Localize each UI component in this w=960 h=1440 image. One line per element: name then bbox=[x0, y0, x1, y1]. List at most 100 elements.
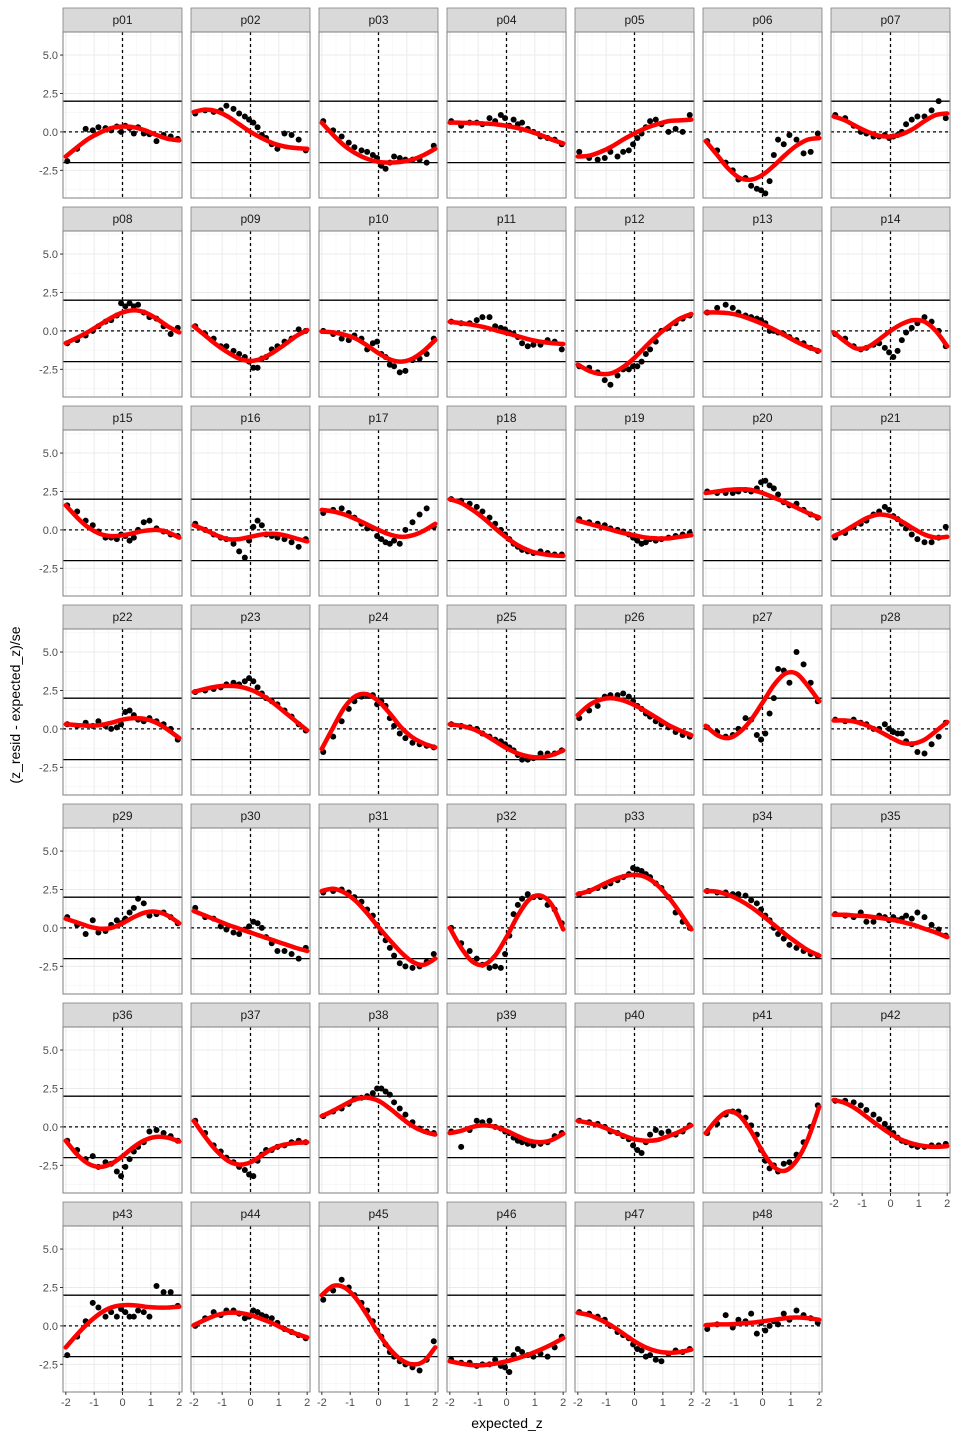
data-point bbox=[126, 707, 133, 714]
data-point bbox=[250, 678, 257, 685]
y-tick-label: 2.5 bbox=[43, 287, 58, 299]
panel-border bbox=[830, 429, 951, 597]
facet-panel-p45: p45 -2 -1 0 1 2 bbox=[317, 1201, 439, 1409]
x-axis-title: expected_z bbox=[471, 1415, 543, 1431]
data-point bbox=[241, 1166, 248, 1173]
data-point bbox=[486, 964, 493, 971]
data-point bbox=[64, 1352, 71, 1359]
facet-strip-label: p13 bbox=[752, 212, 772, 226]
y-tick-label: -2.5 bbox=[39, 1160, 58, 1172]
data-point bbox=[881, 503, 888, 510]
facet-strip bbox=[62, 7, 183, 33]
data-point bbox=[914, 536, 921, 543]
panel-plot-area bbox=[63, 32, 182, 198]
facet-strip bbox=[702, 405, 823, 431]
data-point bbox=[223, 926, 230, 933]
x-tick-label: -2 bbox=[445, 1397, 455, 1409]
panel-plot-area bbox=[831, 629, 950, 795]
y-tick-label: 0.0 bbox=[43, 525, 58, 537]
data-point bbox=[881, 344, 888, 351]
smooth-curve bbox=[831, 512, 950, 540]
data-point bbox=[230, 540, 237, 547]
facet-panel-p18: p18 bbox=[446, 405, 567, 597]
data-point bbox=[658, 1358, 665, 1365]
data-point bbox=[652, 1126, 659, 1133]
panel-plot-area bbox=[447, 231, 566, 397]
facet-strip bbox=[830, 604, 951, 630]
x-tick-label: 2 bbox=[176, 1397, 182, 1409]
x-tick-label: -1 bbox=[345, 1397, 355, 1409]
facet-strip bbox=[574, 1201, 695, 1227]
smooth-curve bbox=[703, 135, 822, 183]
data-point bbox=[458, 1143, 465, 1150]
x-tick-label: 2 bbox=[560, 1397, 566, 1409]
data-point bbox=[630, 1142, 637, 1149]
data-point bbox=[722, 1312, 729, 1319]
x-tick-label: -2 bbox=[317, 1397, 327, 1409]
data-point bbox=[386, 944, 393, 951]
data-point bbox=[722, 301, 729, 308]
data-point bbox=[473, 317, 480, 324]
data-point bbox=[753, 1330, 760, 1337]
smooth-curve bbox=[63, 909, 182, 932]
facet-strip-label: p32 bbox=[496, 809, 516, 823]
data-point bbox=[230, 929, 237, 936]
facet-panel-p06: p06 bbox=[702, 7, 823, 199]
data-point bbox=[942, 523, 949, 530]
data-point bbox=[775, 136, 782, 143]
data-point bbox=[758, 736, 765, 743]
data-point bbox=[762, 477, 769, 484]
data-point bbox=[246, 923, 253, 930]
data-point bbox=[95, 929, 102, 936]
panel-plot-area bbox=[703, 629, 822, 795]
panel-border bbox=[446, 827, 567, 995]
facet-strip bbox=[318, 1002, 439, 1028]
data-point bbox=[928, 921, 935, 928]
panel-plot-area bbox=[703, 231, 822, 397]
data-point bbox=[594, 156, 601, 163]
smooth-curve bbox=[319, 507, 438, 540]
x-tick-label: 0 bbox=[375, 1397, 381, 1409]
x-tick-label: -2 bbox=[701, 1397, 711, 1409]
facet-strip bbox=[62, 604, 183, 630]
data-point bbox=[766, 178, 773, 185]
data-point bbox=[748, 1310, 755, 1317]
facet-strip-label: p43 bbox=[112, 1207, 132, 1221]
data-point bbox=[416, 1367, 423, 1374]
data-point bbox=[396, 1105, 403, 1112]
data-point bbox=[607, 381, 614, 388]
panel-plot-area bbox=[319, 430, 438, 596]
facet-panel-p30: p30 bbox=[190, 803, 311, 995]
data-point bbox=[126, 909, 133, 916]
data-point bbox=[254, 517, 261, 524]
data-point bbox=[473, 503, 480, 510]
data-point bbox=[288, 951, 295, 958]
data-point bbox=[601, 377, 608, 384]
y-axis-title: (z_resid - expected_z)/se bbox=[7, 626, 23, 783]
panel-border bbox=[702, 1026, 823, 1194]
panel-plot-area bbox=[575, 430, 694, 596]
panel-plot-area bbox=[447, 629, 566, 795]
data-point bbox=[625, 147, 632, 154]
data-point bbox=[140, 1309, 147, 1316]
data-point bbox=[295, 955, 302, 962]
data-point bbox=[665, 128, 672, 135]
data-point bbox=[246, 116, 253, 123]
data-point bbox=[914, 113, 921, 120]
data-point bbox=[753, 900, 760, 907]
data-point bbox=[519, 1349, 526, 1356]
data-point bbox=[320, 1296, 327, 1303]
data-point bbox=[638, 358, 645, 365]
panel-border bbox=[574, 628, 695, 796]
facet-strip-label: p30 bbox=[240, 809, 260, 823]
data-point bbox=[638, 1347, 645, 1354]
panel-plot-area bbox=[191, 629, 310, 795]
panel-plot-area bbox=[319, 828, 438, 994]
data-point bbox=[250, 523, 257, 530]
data-point bbox=[391, 952, 398, 959]
data-point bbox=[386, 540, 393, 547]
data-point bbox=[775, 491, 782, 498]
facet-panel-p32: p32 bbox=[446, 803, 567, 995]
data-point bbox=[250, 364, 257, 371]
facet-strip bbox=[318, 7, 439, 33]
